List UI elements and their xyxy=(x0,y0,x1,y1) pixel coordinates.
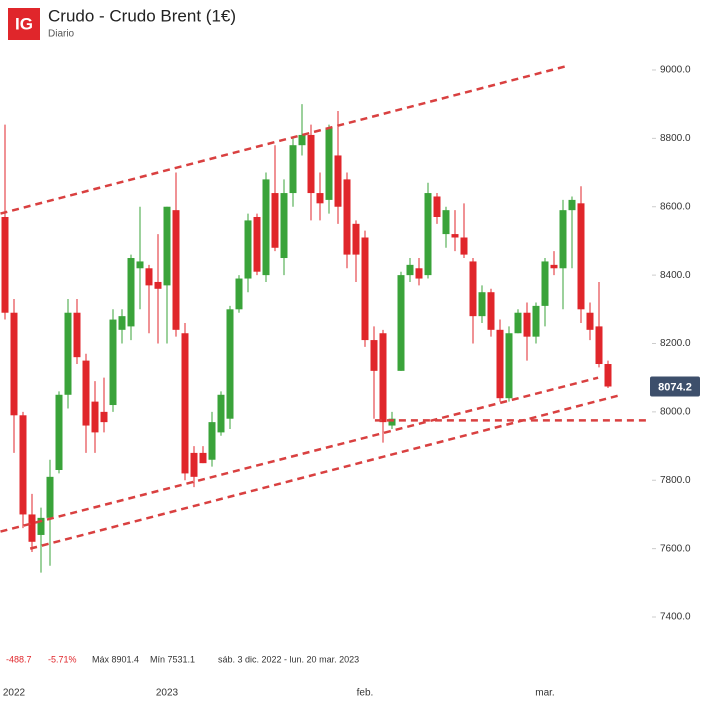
candle-body xyxy=(586,312,594,330)
candle-body xyxy=(190,452,198,477)
candle-body xyxy=(19,415,27,515)
candle-body xyxy=(352,223,360,255)
candle-body xyxy=(145,268,153,286)
candle-body xyxy=(577,203,585,310)
candle-body xyxy=(595,326,603,365)
candle-body xyxy=(181,333,189,474)
candle-body xyxy=(496,329,504,399)
x-tick-label: mar. xyxy=(535,688,554,699)
candle-body xyxy=(289,145,297,194)
y-tick-label: 8000.0 xyxy=(660,407,691,418)
candle-body xyxy=(109,319,117,406)
candle-body xyxy=(424,193,432,276)
candle-body xyxy=(487,292,495,330)
y-tick-label: 8200.0 xyxy=(660,338,691,349)
candle-body xyxy=(451,234,459,238)
change: -488.7 xyxy=(6,654,32,664)
y-tick-label: 8400.0 xyxy=(660,270,691,281)
candle-body xyxy=(397,275,405,371)
x-tick-label: 2023 xyxy=(156,688,179,699)
candle-body xyxy=(163,206,171,286)
candle-body xyxy=(55,394,63,470)
candle-body xyxy=(91,401,99,433)
candle-body xyxy=(316,193,324,204)
candle-body xyxy=(361,237,369,341)
range-label: sáb. 3 dic. 2022 - lun. 20 mar. 2023 xyxy=(218,654,359,664)
candle-body xyxy=(523,312,531,337)
trend-line xyxy=(0,65,566,215)
candle-body xyxy=(532,305,540,337)
candle-body xyxy=(280,193,288,259)
candle-body xyxy=(154,281,162,289)
candle-body xyxy=(172,210,180,330)
candle-body xyxy=(208,422,216,460)
chart-title: Crudo - Crudo Brent (1€) xyxy=(48,6,236,25)
candle-body xyxy=(127,258,135,327)
y-tick-label: 7400.0 xyxy=(660,612,691,623)
chart-subtitle: Diario xyxy=(48,29,75,40)
trend-line xyxy=(0,376,599,533)
candle-body xyxy=(118,316,126,330)
candle-body xyxy=(217,394,225,433)
trend-line xyxy=(29,393,622,550)
candle-body xyxy=(370,340,378,371)
candle-body xyxy=(379,333,387,423)
candle-body xyxy=(1,216,9,313)
last-price-box xyxy=(650,376,700,397)
candle-body xyxy=(442,210,450,235)
y-tick-label: 9000.0 xyxy=(660,65,691,76)
candle-body xyxy=(64,312,72,395)
candle-body xyxy=(28,514,36,542)
candle-body xyxy=(235,278,243,310)
candle-body xyxy=(550,264,558,269)
candle-body xyxy=(388,418,396,426)
candle-body xyxy=(559,210,567,269)
candle-body xyxy=(469,261,477,317)
candle-body xyxy=(226,309,234,419)
last-price-label: 8074.2 xyxy=(658,381,692,393)
candle-body xyxy=(244,220,252,279)
candle-body xyxy=(568,199,576,211)
candle-body xyxy=(46,476,54,518)
min-label: Mín 7531.1 xyxy=(150,654,195,664)
candle-body xyxy=(298,134,306,146)
candle-body xyxy=(604,364,612,387)
candle-body xyxy=(433,196,441,217)
candle-body xyxy=(514,312,522,334)
candle-body xyxy=(334,155,342,207)
candle-body xyxy=(199,452,207,464)
y-tick-label: 8800.0 xyxy=(660,133,691,144)
logo-box xyxy=(8,8,40,40)
candle-body xyxy=(10,312,18,416)
logo: IG xyxy=(15,14,33,33)
candle-body xyxy=(478,292,486,317)
max-label: Máx 8901.4 xyxy=(92,654,139,664)
y-tick-label: 7800.0 xyxy=(660,475,691,486)
candle-body xyxy=(406,264,414,276)
candle-body xyxy=(343,179,351,255)
candle-body xyxy=(541,261,549,306)
candle-body xyxy=(136,261,144,269)
candle-body xyxy=(505,333,513,399)
x-tick-label: feb. xyxy=(357,688,374,699)
x-tick-label: 2022 xyxy=(3,688,26,699)
y-tick-label: 8600.0 xyxy=(660,201,691,212)
candle-body xyxy=(100,411,108,423)
candle-body xyxy=(307,134,315,194)
candle-body xyxy=(460,237,468,255)
candle-body xyxy=(253,216,261,272)
candle-body xyxy=(82,360,90,426)
candle-body xyxy=(73,312,81,358)
candle-body xyxy=(37,517,45,535)
candle-body xyxy=(415,268,423,279)
candle-body xyxy=(262,179,270,276)
candle-body xyxy=(271,193,279,248)
change-pct: -5.71% xyxy=(48,654,77,664)
candle-body xyxy=(325,128,333,200)
y-tick-label: 7600.0 xyxy=(660,543,691,554)
